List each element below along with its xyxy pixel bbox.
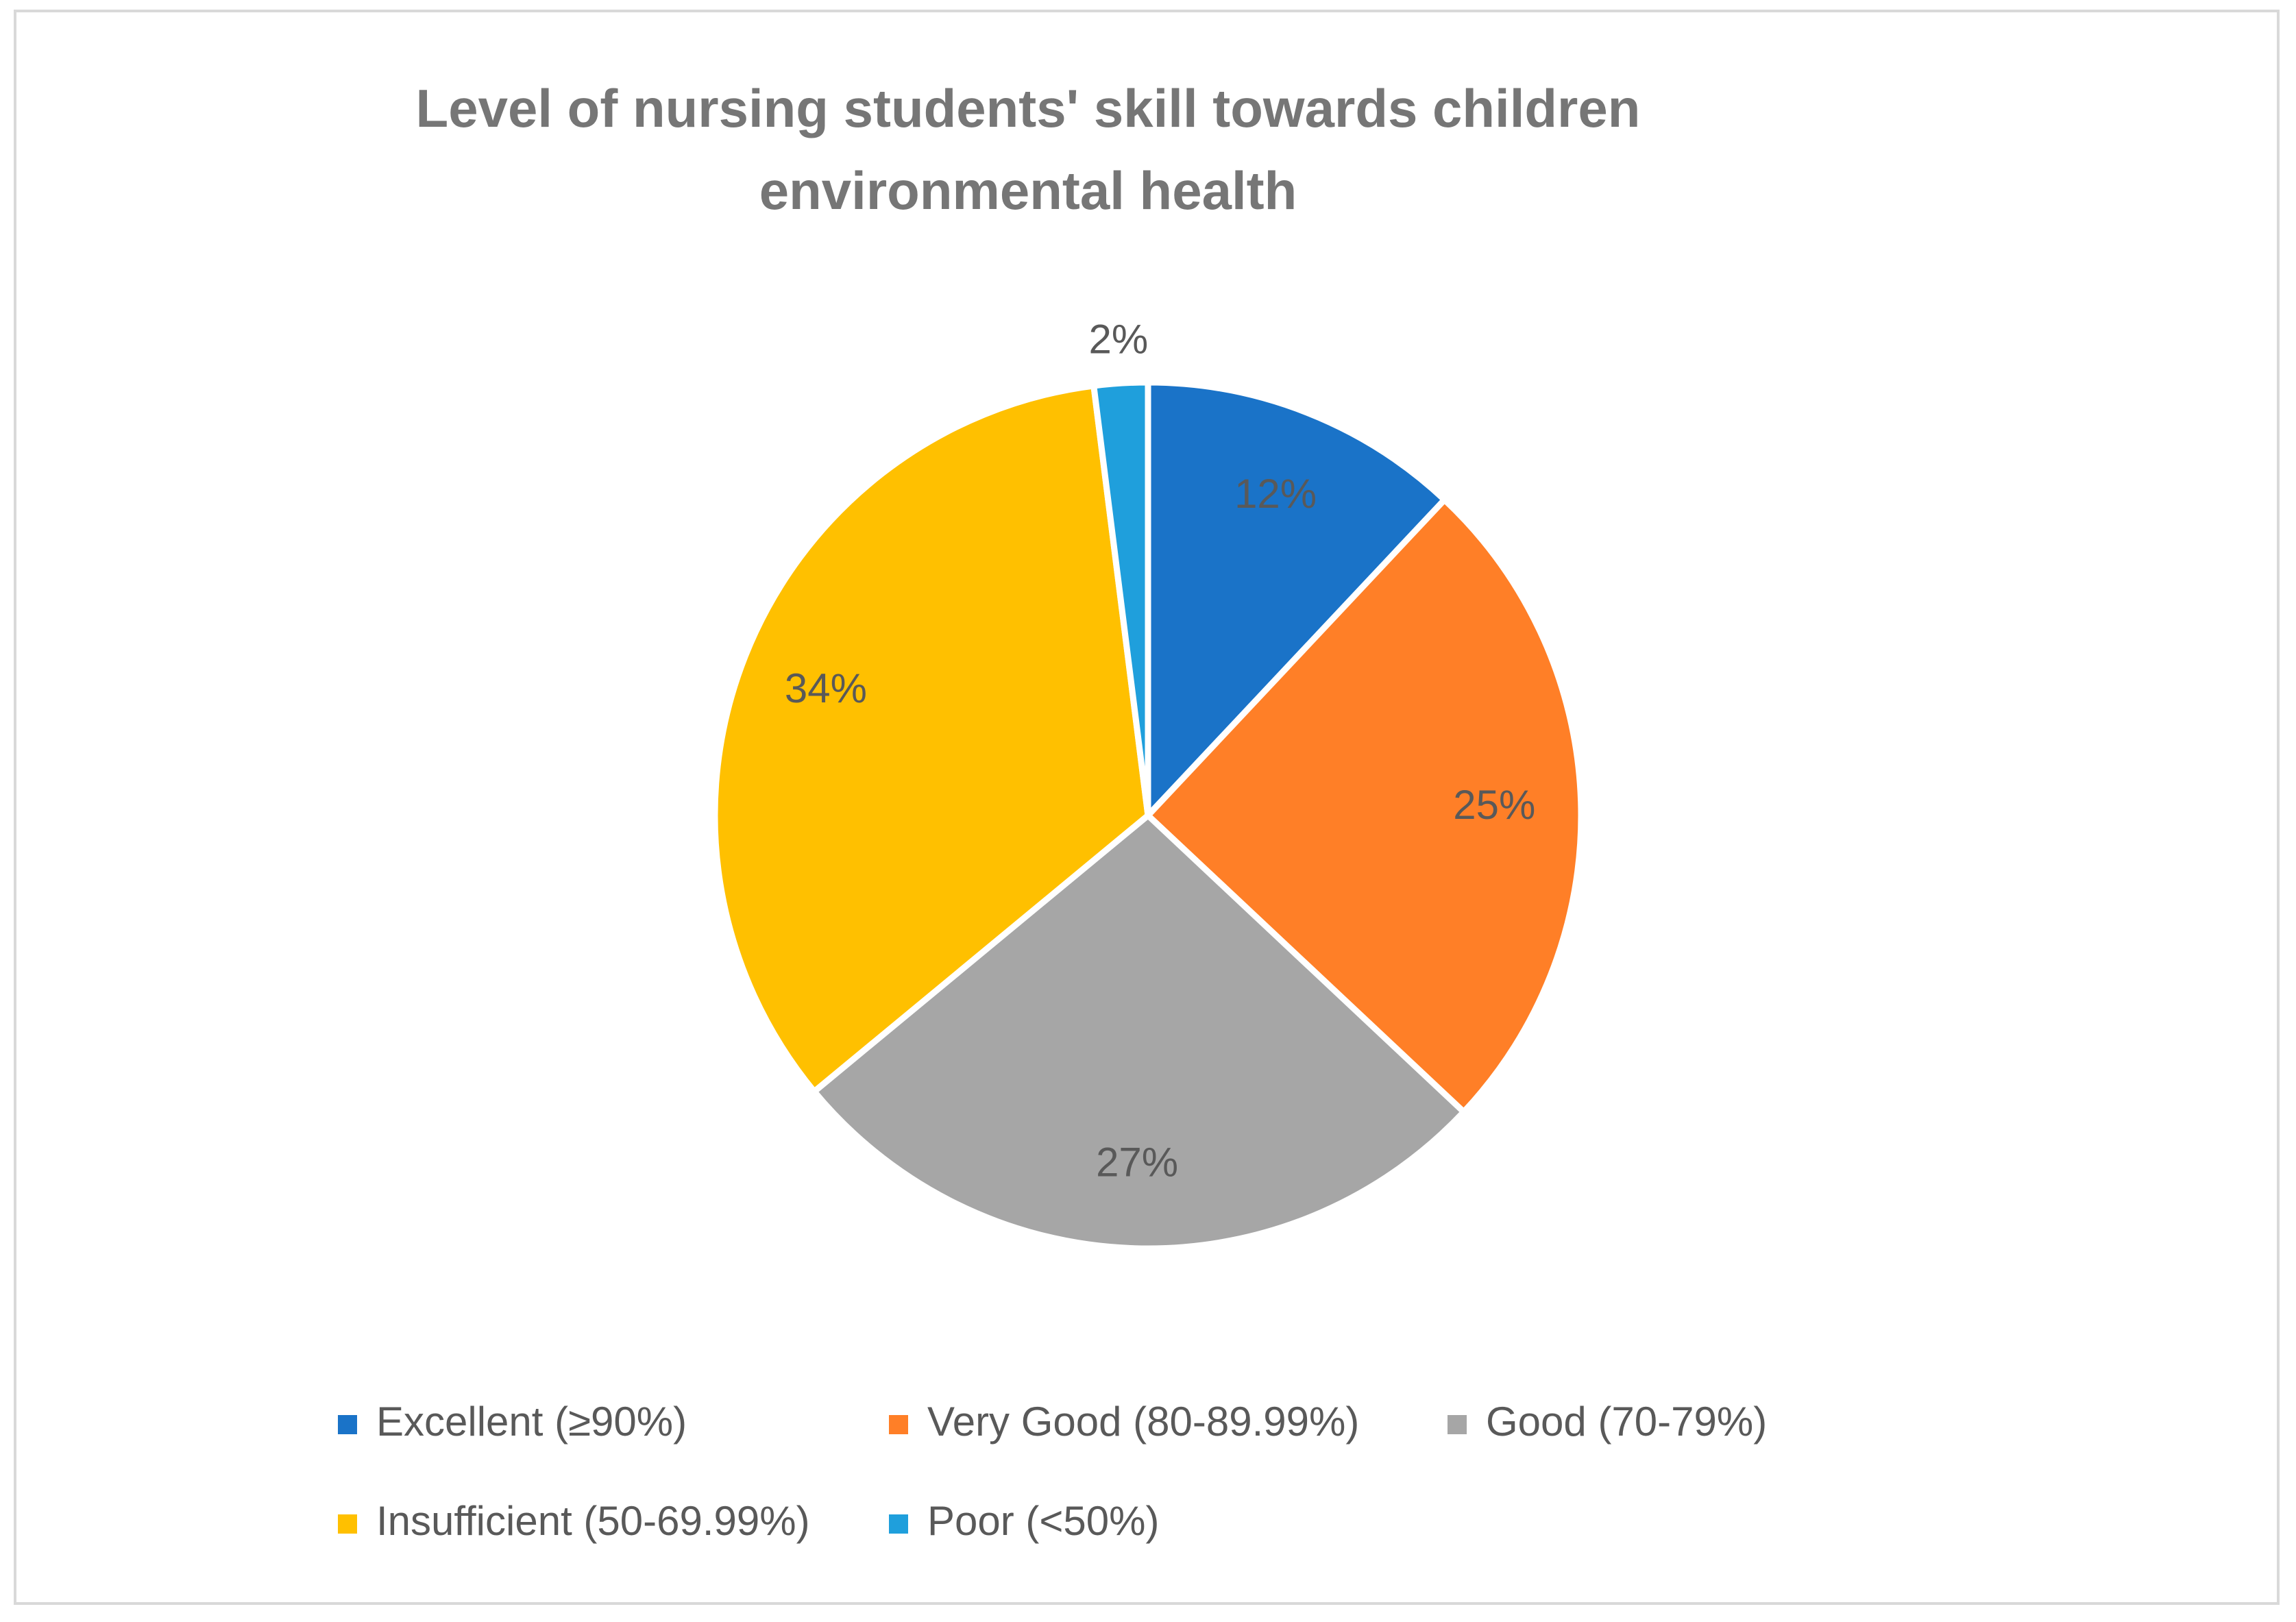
legend-item-poor-50: Poor (<50%)	[889, 1498, 1160, 1544]
pie-slices	[711, 379, 1585, 1252]
chart-title: Level of nursing students' skill towards…	[416, 78, 1641, 221]
legend-item-good-70-79: Good (70-79%)	[1448, 1399, 1767, 1445]
legend-swatch	[338, 1514, 357, 1534]
pie-slice-good-70-79	[811, 812, 1467, 1252]
pie-slice-insufficient-50-69-99	[711, 382, 1151, 1095]
legend-swatch	[889, 1514, 908, 1534]
legend: Excellent (≥90%) Very Good (80-89.99%) Goo…	[338, 1399, 1767, 1544]
legend-swatch	[1448, 1415, 1467, 1434]
legend-label: Poor (<50%)	[927, 1498, 1160, 1544]
legend-label: Insufficient (50-69.99%)	[376, 1498, 810, 1544]
data-label-poor-50: 2%	[1089, 316, 1149, 362]
pie-slice-poor-50	[1090, 379, 1151, 819]
data-label-excellent-90: 12%	[1234, 471, 1317, 517]
data-label-insufficient-50-69-99: 34%	[785, 665, 867, 711]
chart-title-line-2: environmental health	[759, 160, 1297, 221]
data-label-very-good-80-89-99: 25%	[1453, 782, 1535, 828]
pie-slice-excellent-90	[1145, 379, 1448, 819]
legend-item-excellent-90: Excellent (≥90%)	[338, 1399, 687, 1445]
pie-slice-very-good-80-89-99	[1145, 496, 1585, 1116]
legend-item-insufficient-50-69-99: Insufficient (50-69.99%)	[338, 1498, 810, 1544]
data-label-good-70-79: 27%	[1096, 1139, 1178, 1185]
chart-title-line-1: Level of nursing students' skill towards…	[416, 78, 1641, 138]
legend-label: Good (70-79%)	[1486, 1399, 1767, 1445]
legend-swatch	[889, 1415, 908, 1434]
legend-label: Very Good (80-89.99%)	[927, 1399, 1359, 1445]
legend-label: Excellent (≥90%)	[376, 1399, 687, 1445]
legend-item-very-good-80-89-99: Very Good (80-89.99%)	[889, 1399, 1359, 1445]
pie-data-labels: 12% 25% 27% 34% 2%	[785, 316, 1536, 1185]
legend-swatch	[338, 1415, 357, 1434]
